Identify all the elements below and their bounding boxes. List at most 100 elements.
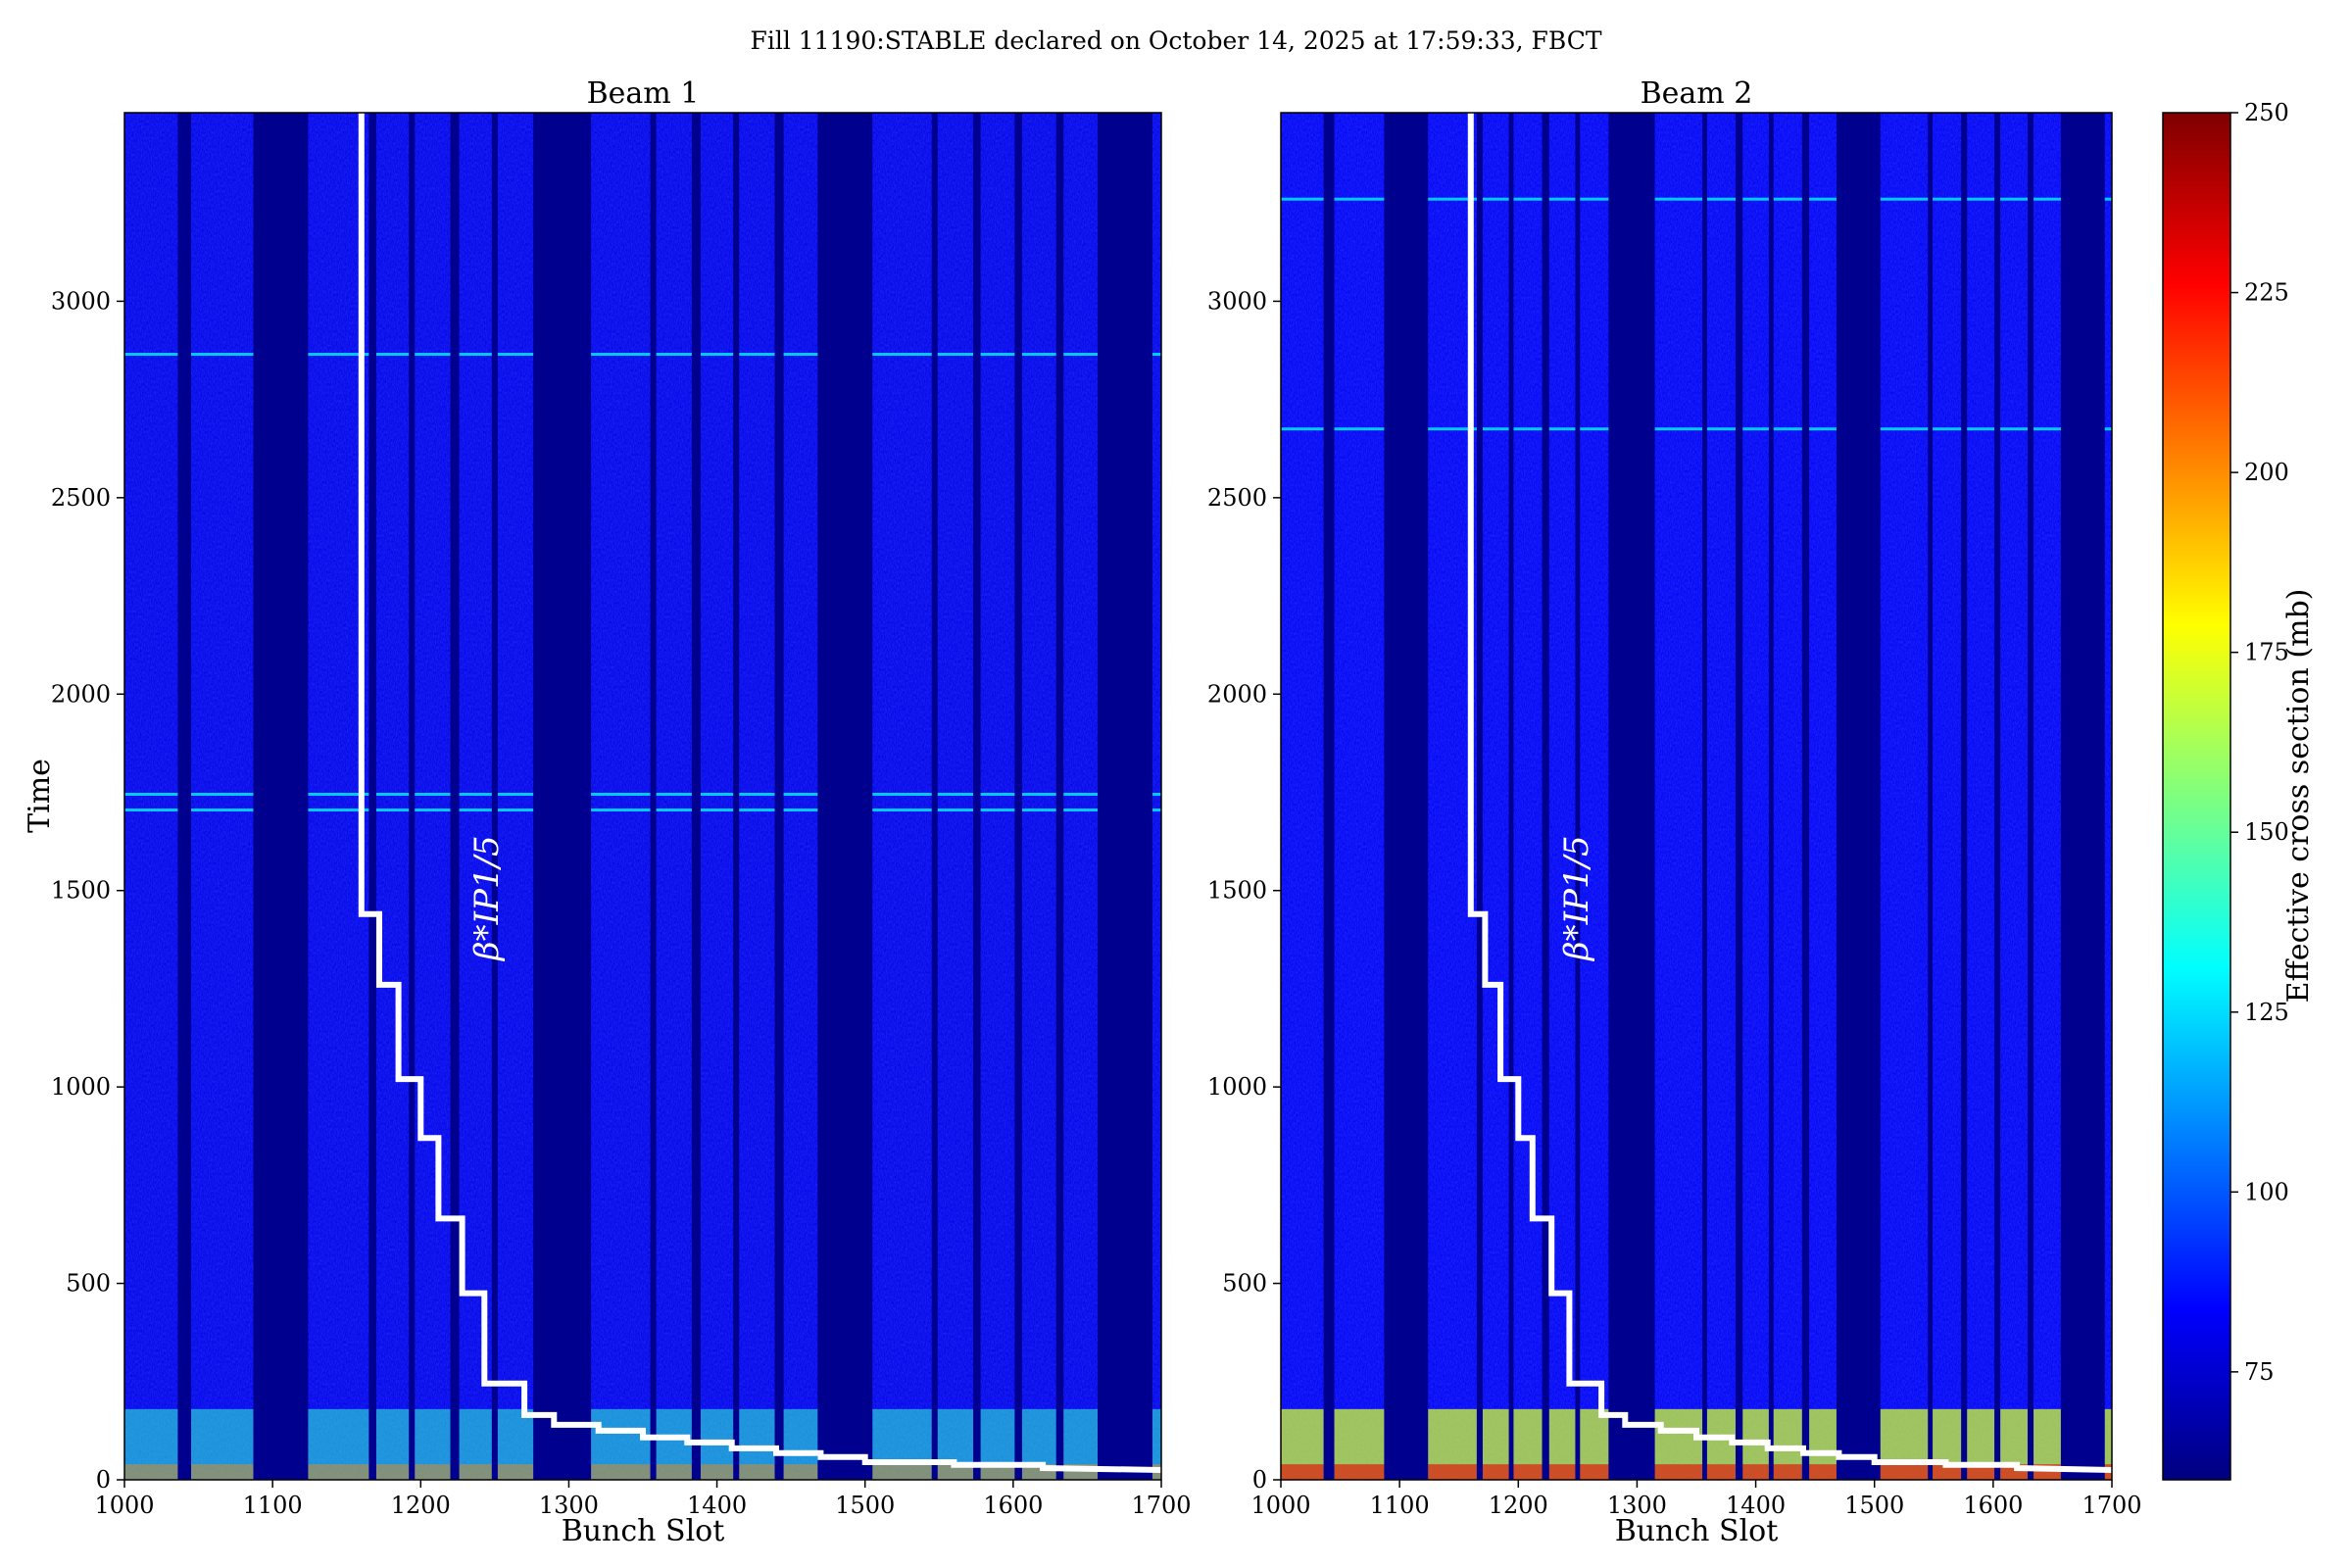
x-tick-label: 1100 — [1370, 1492, 1430, 1519]
colorbar-tick-label: 100 — [2244, 1178, 2289, 1205]
x-tick-label: 1500 — [1844, 1492, 1904, 1519]
empty-slot-column — [1055, 113, 1064, 1480]
colorbar-tick-label: 175 — [2244, 639, 2289, 666]
empty-slot-column — [931, 113, 938, 1480]
figure-title: Fill 11190:STABLE declared on October 14… — [750, 26, 1601, 55]
y-ticks-beam-1: 0 500 1000 1500 2000 2500 3000 — [51, 287, 124, 1494]
empty-slot-column — [1014, 113, 1022, 1480]
heatmap-hot-band-core — [124, 1464, 1161, 1480]
x-tick-label: 1000 — [1250, 1492, 1310, 1519]
empty-slot-column — [973, 113, 981, 1480]
empty-slot-column — [533, 113, 592, 1480]
colorbar-gradient — [2162, 112, 2231, 1481]
y-tick-label: 1000 — [51, 1073, 111, 1101]
y-tick-label: 500 — [66, 1270, 111, 1298]
panel-beam-1: Beam 1 β*IP1/5 1000 1100 1200 1300 1400 1500 1… — [23, 76, 1192, 1548]
x-tick-label: 1600 — [1963, 1492, 2023, 1519]
y-tick-label: 0 — [1252, 1466, 1267, 1494]
y-ticks-beam-2: 0 500 1000 1500 2000 2500 3000 — [1207, 287, 1281, 1494]
x-ticks-beam-1: 1000 1100 1200 1300 1400 1500 1600 1700 — [94, 1480, 1192, 1519]
colorbar-tick-label: 200 — [2244, 459, 2289, 486]
y-axis-label: Time — [23, 759, 57, 833]
x-tick-label: 1700 — [1131, 1492, 1191, 1519]
colorbar-label: Effective cross section (mb) — [2281, 589, 2316, 1004]
x-tick-label: 1500 — [835, 1492, 895, 1519]
empty-slot-column — [1098, 113, 1152, 1480]
empty-slot-column — [1384, 113, 1429, 1480]
heatmap-streak — [124, 792, 1161, 796]
heatmap-streak — [124, 808, 1161, 812]
colorbar-ticks: 75 100 125 150 175 200 225 250 — [2230, 99, 2289, 1386]
y-tick-label: 1500 — [1207, 877, 1267, 905]
x-axis-label-beam-1: Bunch Slot — [562, 1514, 725, 1548]
empty-slot-column — [2027, 113, 2034, 1480]
y-tick-label: 3000 — [51, 287, 111, 315]
plot-frame-beam-1 — [123, 112, 1162, 1481]
empty-slot-column — [1928, 113, 1934, 1480]
empty-slot-column — [774, 113, 784, 1480]
empty-slot-column — [1735, 113, 1743, 1480]
y-tick-label: 500 — [1222, 1270, 1267, 1298]
colorbar-tick-label: 225 — [2244, 279, 2289, 307]
empty-slot-column — [1768, 113, 1774, 1480]
plot-frame-beam-2 — [1280, 112, 2113, 1481]
colorbar: 75 100 125 150 175 200 225 250 Effective cross … — [2162, 99, 2316, 1481]
empty-slot-column — [253, 113, 309, 1480]
empty-slot-column — [491, 113, 498, 1480]
y-tick-label: 0 — [96, 1466, 111, 1494]
x-tick-label: 1400 — [1726, 1492, 1786, 1519]
beta-star-curve-beam-2 — [1467, 113, 2112, 1473]
y-tick-label: 2500 — [1207, 484, 1267, 512]
y-tick-label: 2000 — [1207, 680, 1267, 708]
colorbar-tick-label: 75 — [2244, 1358, 2275, 1386]
y-tick-label: 2000 — [51, 680, 111, 708]
empty-slot-column — [1575, 113, 1581, 1480]
empty-slot-column — [1542, 113, 1549, 1480]
beta-star-curve-beam-1 — [358, 113, 1161, 1473]
x-axis-label-beam-2: Bunch Slot — [1615, 1514, 1779, 1548]
y-tick-label: 1500 — [51, 877, 111, 905]
x-ticks-beam-2: 1000 1100 1200 1300 1400 1500 1600 1700 — [1250, 1480, 2142, 1519]
heatmap-hot-band-core — [1281, 1464, 2112, 1480]
x-tick-label: 1300 — [1607, 1492, 1667, 1519]
x-tick-label: 1100 — [243, 1492, 303, 1519]
x-tick-label: 1700 — [2082, 1492, 2141, 1519]
empty-slot-column — [2060, 113, 2105, 1480]
x-tick-label: 1200 — [391, 1492, 451, 1519]
heatmap-beam-2 — [1281, 113, 2112, 1480]
x-tick-label: 1600 — [983, 1492, 1043, 1519]
beta-star-curve — [358, 113, 1161, 1473]
beta-star-label-beam-1: β*IP1/5 — [467, 835, 507, 962]
empty-slot-column — [409, 113, 416, 1480]
heatmap-streak — [124, 353, 1161, 357]
empty-slot-column — [691, 113, 701, 1480]
empty-slot-column — [368, 113, 376, 1480]
heatmap-streak — [1281, 197, 2112, 201]
empty-slot-column — [177, 113, 192, 1480]
empty-slot-column — [1702, 113, 1707, 1480]
colorbar-tick-label: 125 — [2244, 999, 2289, 1026]
heatmap-streak — [1281, 427, 2112, 431]
x-tick-label: 1000 — [94, 1492, 154, 1519]
heatmap-beam-1 — [124, 113, 1161, 1480]
empty-slot-column — [817, 113, 873, 1480]
empty-slot-column — [733, 113, 740, 1480]
panel-title-beam-1: Beam 1 — [587, 76, 700, 111]
x-tick-label: 1400 — [687, 1492, 747, 1519]
empty-slot-column — [1476, 113, 1483, 1480]
empty-slot-column — [1508, 113, 1514, 1480]
x-tick-label: 1300 — [539, 1492, 599, 1519]
y-tick-label: 2500 — [51, 484, 111, 512]
empty-slot-column — [450, 113, 460, 1480]
x-tick-label: 1200 — [1489, 1492, 1548, 1519]
empty-slot-column — [1323, 113, 1335, 1480]
panel-beam-2: Beam 2 β*IP1/5 1000 1100 1200 1300 1400 1500 1… — [1207, 76, 2142, 1548]
empty-slot-column — [1608, 113, 1655, 1480]
panel-title-beam-2: Beam 2 — [1641, 76, 1753, 111]
empty-slot-column — [1961, 113, 1968, 1480]
empty-slot-column — [1836, 113, 1881, 1480]
empty-slot-column — [1801, 113, 1810, 1480]
beta-star-curve — [1467, 113, 2112, 1473]
y-tick-label: 1000 — [1207, 1073, 1267, 1101]
